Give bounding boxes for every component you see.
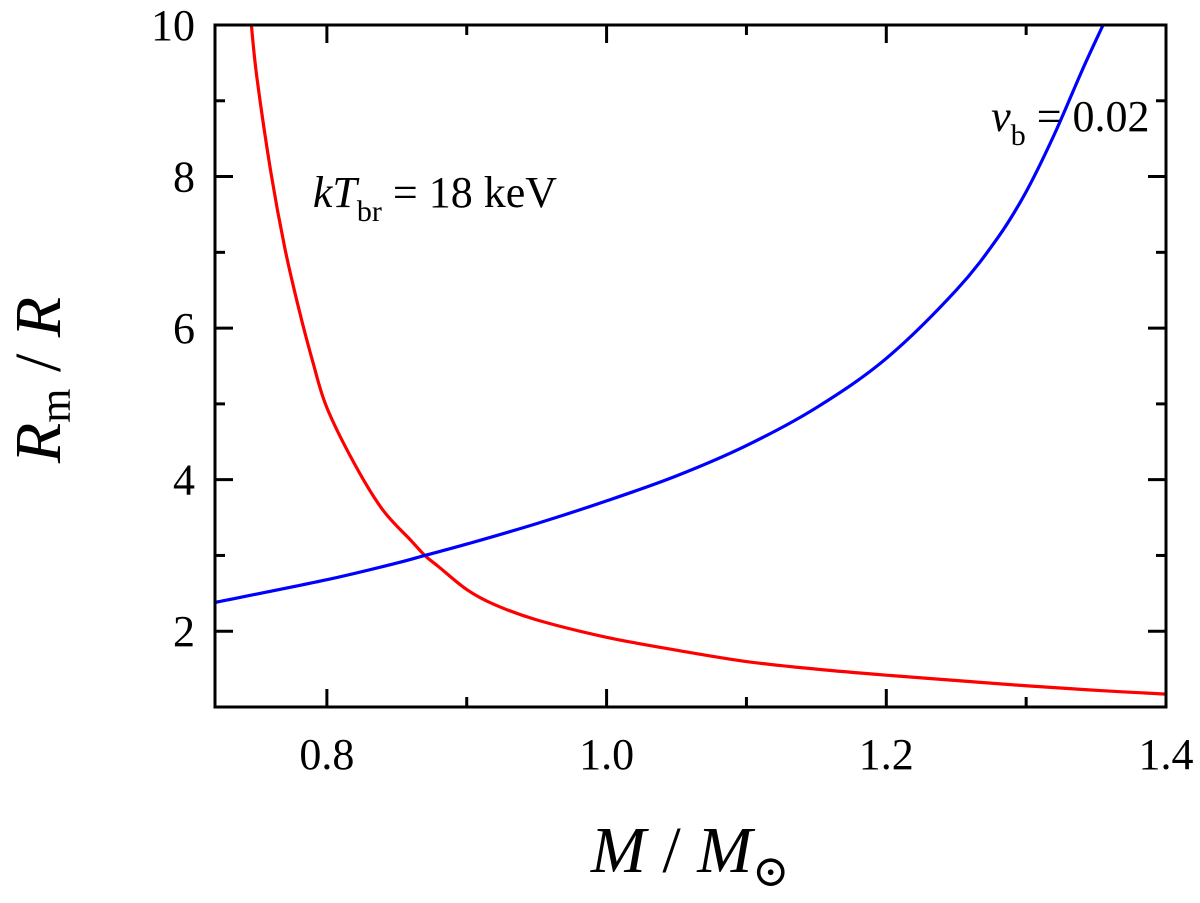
x-tick-label: 1.4: [1139, 730, 1194, 779]
y-tick-label: 8: [173, 153, 195, 202]
annotation-nu: νb = 0.02: [991, 92, 1149, 152]
x-tick-label: 1.0: [579, 730, 634, 779]
series-layer: [215, 25, 1166, 696]
y-tick-label: 10: [151, 1, 195, 50]
labels-layer: 0.8 1.0 1.2 1.4 2 4 6 8 10: [151, 1, 1194, 779]
x-tick-label: 1.2: [859, 730, 914, 779]
y-axis-title: Rm / R: [2, 297, 80, 464]
annotation-kt: kTbr = 18 keV: [313, 168, 557, 228]
plot-frame: [213, 23, 1168, 709]
series-1-line: [215, 25, 1105, 604]
y-tick-label: 6: [173, 304, 195, 353]
series-0-line: [249, 25, 1166, 696]
y-tick-label: 4: [173, 456, 195, 505]
x-axis-title: M / M⊙: [590, 814, 789, 896]
x-tick-label: 0.8: [299, 730, 354, 779]
y-tick-label: 2: [173, 607, 195, 656]
